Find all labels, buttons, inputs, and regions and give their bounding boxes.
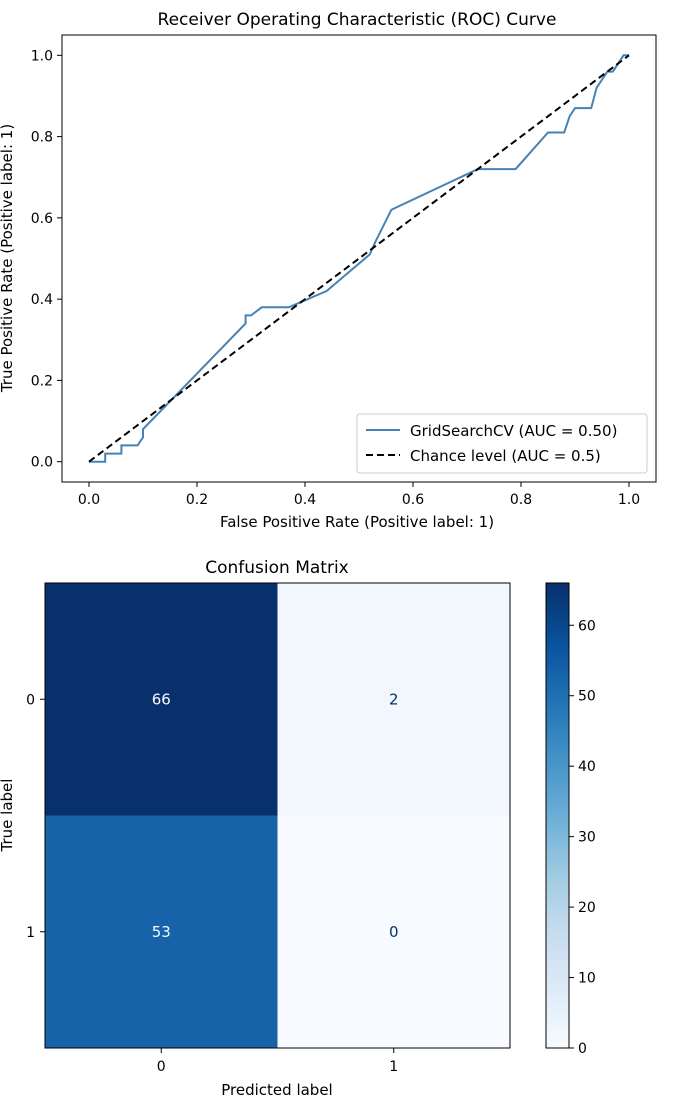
cm-x-axis-label: Predicted label: [221, 1081, 332, 1099]
cm-colorbar-tick-label: 30: [578, 830, 596, 846]
cm-colorbar-tick-label: 50: [578, 689, 596, 705]
roc-x-tick-label: 0.4: [294, 492, 316, 508]
cm-colorbar-tick-label: 60: [578, 618, 596, 634]
roc-y-ticks: 0.0 0.2 0.4 0.6 0.8 1.0: [31, 48, 62, 471]
roc-y-axis-label: True Positive Rate (Positive label: 1): [0, 124, 16, 393]
roc-x-tick-label: 0.0: [78, 492, 100, 508]
cm-colorbar-tick-label: 20: [578, 900, 596, 916]
cm-y-tick-label: 1: [26, 925, 35, 941]
cm-y-ticks: 01: [26, 692, 45, 941]
roc-x-tick-label: 0.2: [186, 492, 208, 508]
cm-cells: 66 2 53 0: [45, 583, 510, 1048]
roc-x-ticks: 0.0 0.2 0.4 0.6 0.8 1.0: [78, 482, 640, 508]
roc-x-tick-label: 0.6: [402, 492, 424, 508]
roc-axes-frame: [61, 34, 657, 483]
roc-plot-area: [88, 54, 630, 463]
cm-cell-value: 2: [389, 690, 399, 708]
cm-colorbar: [545, 582, 570, 1049]
cm-y-axis-label: True label: [0, 779, 16, 853]
roc-legend: GridSearchCV (AUC = 0.50) Chance level (…: [356, 413, 648, 474]
roc-y-tick-label: 0.2: [31, 373, 53, 389]
roc-legend-box: [356, 413, 648, 474]
roc-y-tick-label: 0.6: [31, 211, 53, 227]
chance-level-line: [88, 54, 630, 463]
roc-x-tick-label: 0.8: [510, 492, 532, 508]
cm-cell: [277, 815, 510, 1048]
cm-colorbar-tick-label: 0: [578, 1041, 587, 1057]
cm-title: Confusion Matrix: [205, 558, 349, 578]
cm-colorbar-tick-label: 10: [578, 971, 596, 987]
roc-y-tick-label: 1.0: [31, 48, 53, 64]
cm-x-tick-label: 1: [389, 1059, 398, 1075]
roc-x-axis-label: False Positive Rate (Positive label: 1): [220, 513, 494, 531]
cm-x-tick-label: 0: [157, 1059, 166, 1075]
cm-cell: [45, 815, 278, 1048]
roc-y-tick-label: 0.0: [31, 455, 53, 471]
cm-y-tick-label: 0: [26, 692, 35, 708]
cm-axes-frame: [44, 582, 511, 1049]
roc-y-tick-label: 0.8: [31, 130, 53, 146]
roc-legend-label-chance: Chance level (AUC = 0.5): [410, 447, 601, 465]
cm-cell: [277, 583, 510, 816]
cm-cell-value: 0: [389, 923, 399, 941]
cm-colorbar-tick-label: 40: [578, 759, 596, 775]
roc-title: Receiver Operating Characteristic (ROC) …: [158, 10, 557, 30]
roc-legend-label-roc: GridSearchCV (AUC = 0.50): [410, 422, 617, 440]
cm-cell-value: 53: [152, 923, 171, 941]
cm-cell-value: 66: [152, 690, 171, 708]
cm-colorbar-ticks: 0 10 20 30 40 50 60: [569, 618, 596, 1057]
cm-cell: [45, 583, 278, 816]
roc-x-tick-label: 1.0: [618, 492, 640, 508]
roc-y-tick-label: 0.4: [31, 292, 53, 308]
roc-chart: Receiver Operating Characteristic (ROC) …: [0, 10, 657, 531]
